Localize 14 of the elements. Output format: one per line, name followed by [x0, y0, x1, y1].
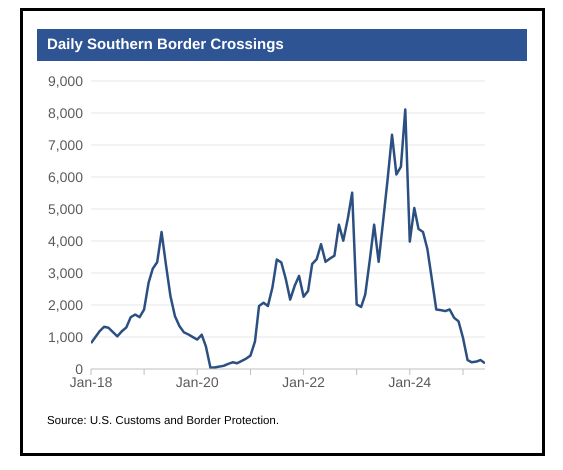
- y-tick-label: 4,000: [48, 232, 84, 249]
- y-tick-label: 9,000: [48, 72, 84, 89]
- y-tick-label: 1,000: [48, 328, 84, 345]
- y-tick-label: 2,000: [48, 296, 84, 313]
- y-tick-label: 8,000: [48, 104, 84, 121]
- y-tick-label: 3,000: [48, 264, 84, 281]
- y-tick-label: 5,000: [48, 200, 84, 217]
- y-tick-label: 6,000: [48, 168, 84, 185]
- x-tick-label: Jan-20: [176, 374, 219, 390]
- source-note: Source: U.S. Customs and Border Protection.: [47, 415, 280, 427]
- chart-title: Daily Southern Border Crossings: [37, 29, 527, 61]
- x-tick-label: Jan-22: [282, 374, 326, 390]
- x-tick-label: Jan-24: [388, 374, 432, 390]
- y-tick-label: 7,000: [48, 136, 84, 153]
